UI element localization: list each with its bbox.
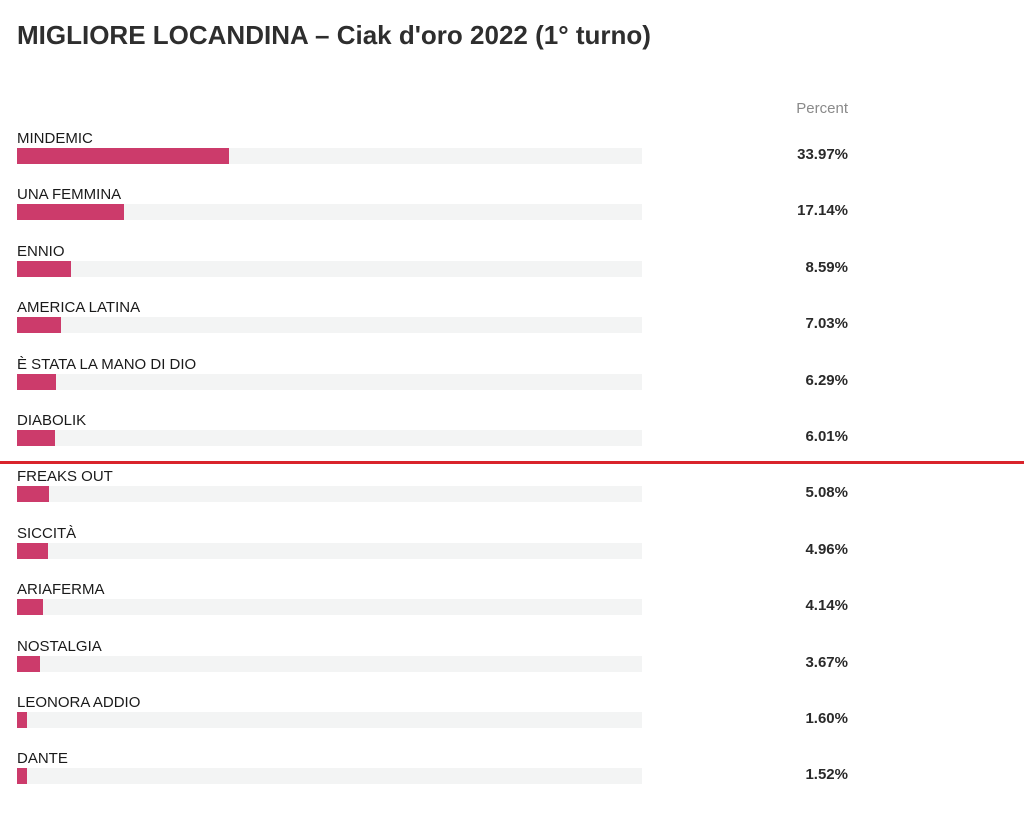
bar-track <box>17 599 642 616</box>
bar-row: È STATA LA MANO DI DIO 6.29% <box>0 356 1024 412</box>
category-label: DANTE <box>17 750 68 768</box>
percent-column-header: Percent <box>796 100 848 117</box>
bar-track <box>17 542 642 559</box>
cutoff-line <box>0 461 1024 464</box>
bar-track <box>17 373 642 390</box>
bar <box>17 486 49 503</box>
bar-track <box>17 204 642 221</box>
bar <box>17 542 48 559</box>
value-label: 8.59% <box>805 258 848 276</box>
bar-row: ARIAFERMA 4.14% <box>0 581 1024 637</box>
bar-row: MINDEMIC 33.97% <box>0 130 1024 186</box>
bar-row: SICCITÀ 4.96% <box>0 525 1024 581</box>
category-label: SICCITÀ <box>17 524 77 542</box>
bar-track <box>17 317 642 334</box>
bar-track <box>17 260 642 277</box>
bar <box>17 430 55 446</box>
bar-row: DIABOLIK 6.01% <box>0 412 1024 468</box>
value-label: 6.01% <box>805 428 848 445</box>
value-label: 1.60% <box>805 710 848 727</box>
bar-row: DANTE 1.52% <box>0 750 1024 806</box>
bar <box>17 204 125 221</box>
category-label: ENNIO <box>17 242 65 260</box>
bar <box>17 768 27 785</box>
bar <box>17 712 27 728</box>
bar <box>17 317 61 334</box>
bar <box>17 373 57 390</box>
bar-track <box>17 655 642 672</box>
category-label: ARIAFERMA <box>17 581 105 599</box>
bar-row: ENNIO 8.59% <box>0 243 1024 299</box>
value-label: 3.67% <box>805 653 848 671</box>
bar-track <box>17 486 642 503</box>
category-label: FREAKS OUT <box>17 468 113 486</box>
bar-track <box>17 712 642 728</box>
category-label: LEONORA ADDIO <box>17 694 141 711</box>
category-label: NOSTALGIA <box>17 637 102 655</box>
category-label: È STATA LA MANO DI DIO <box>17 355 197 373</box>
bar-track <box>17 430 642 446</box>
bar-row: LEONORA ADDIO 1.60% <box>0 694 1024 750</box>
value-label: 33.97% <box>797 146 848 163</box>
chart-title: MIGLIORE LOCANDINA – Ciak d'oro 2022 (1°… <box>17 20 651 50</box>
value-label: 7.03% <box>805 315 848 333</box>
bar <box>17 260 71 277</box>
bar-track <box>17 768 642 785</box>
value-label: 17.14% <box>797 202 848 220</box>
value-label: 4.14% <box>805 597 848 615</box>
value-label: 5.08% <box>805 484 848 502</box>
bar <box>17 148 230 164</box>
bar-row: NOSTALGIA 3.67% <box>0 638 1024 694</box>
value-label: 4.96% <box>805 540 848 558</box>
value-label: 1.52% <box>805 766 848 784</box>
bar <box>17 655 40 672</box>
bar <box>17 599 43 616</box>
category-label: UNA FEMMINA <box>17 186 122 204</box>
category-label: DIABOLIK <box>17 412 87 429</box>
bar-row: AMERICA LATINA 7.03% <box>0 299 1024 355</box>
value-label: 6.29% <box>805 371 848 389</box>
bar-track <box>17 148 642 164</box>
bar-row: FREAKS OUT 5.08% <box>0 468 1024 524</box>
category-label: AMERICA LATINA <box>17 299 141 317</box>
category-label: MINDEMIC <box>17 130 93 147</box>
bar-row: UNA FEMMINA 17.14% <box>0 186 1024 242</box>
